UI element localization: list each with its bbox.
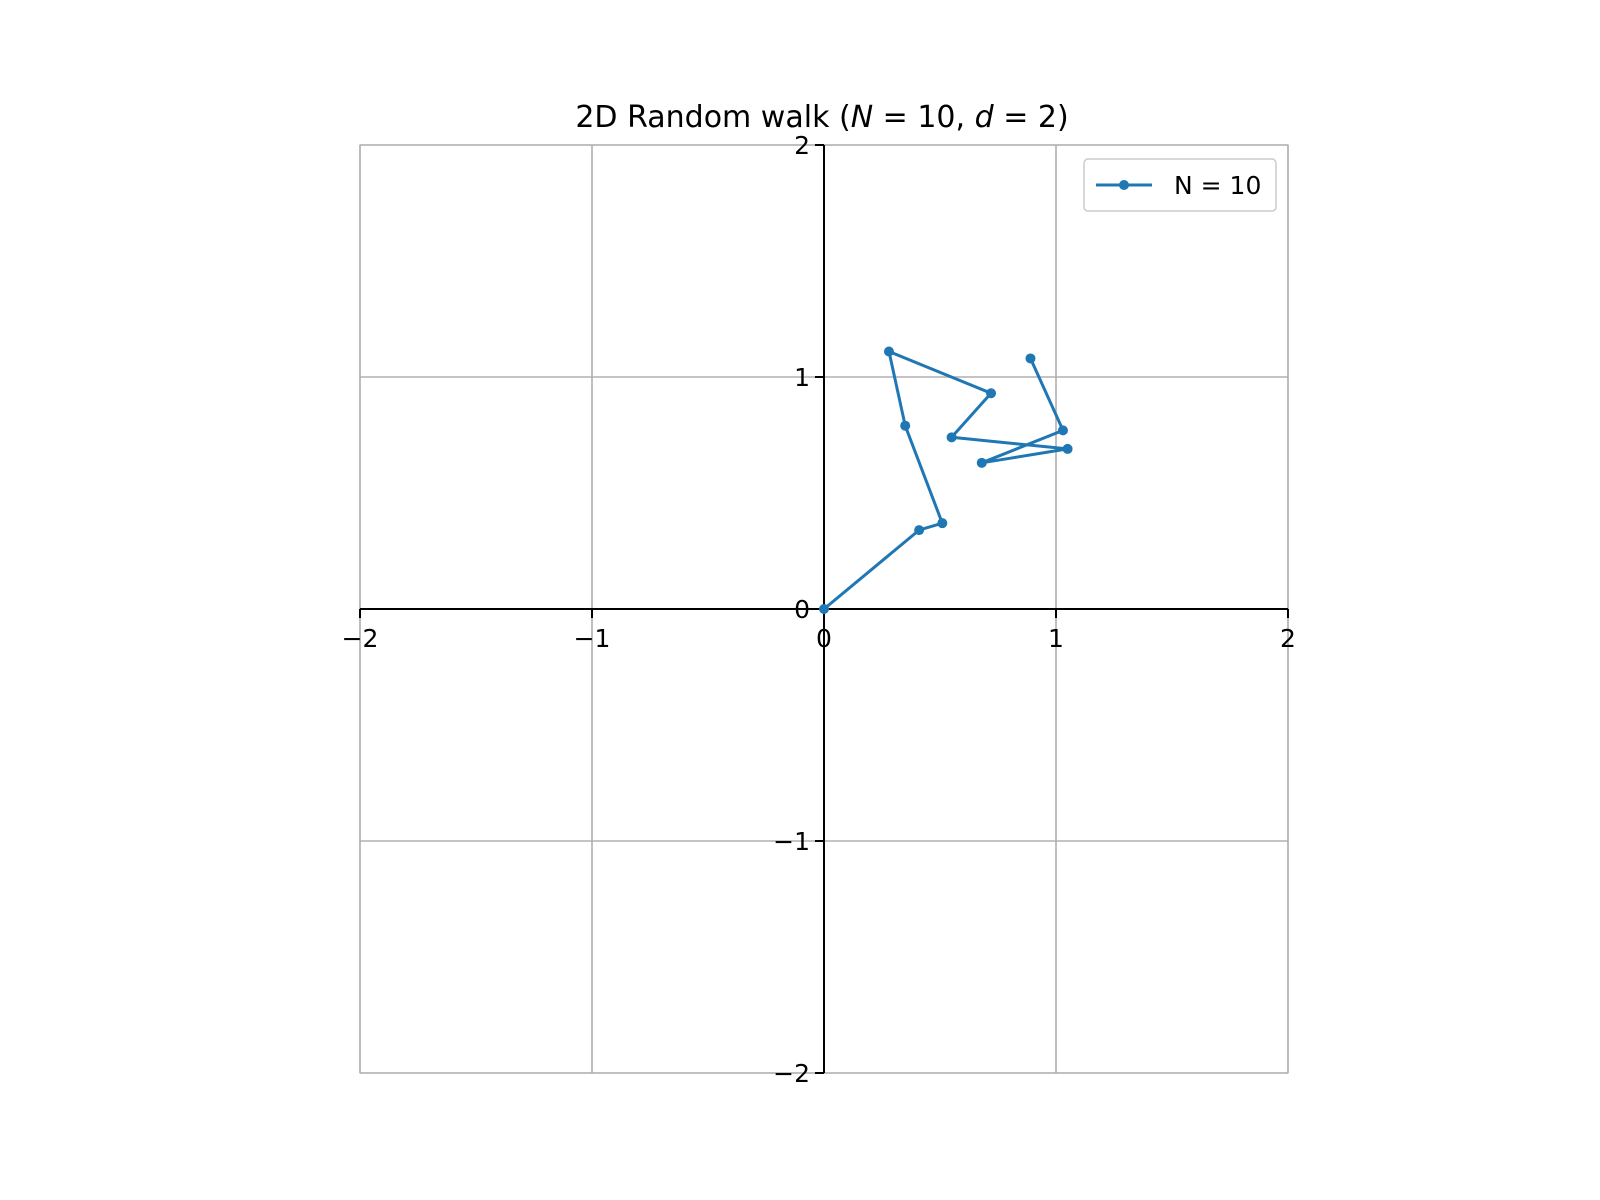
data-point [937, 518, 948, 529]
data-point [946, 432, 957, 443]
chart-title: 2D Random walk (N = 10, d = 2) [575, 100, 1068, 135]
data-series [819, 346, 1073, 614]
data-point [1057, 425, 1068, 436]
y-tick-label: 2 [794, 131, 810, 160]
legend-marker-swatch [1119, 180, 1129, 190]
legend-label: N = 10 [1174, 171, 1261, 200]
y-tick-label: 0 [794, 595, 810, 624]
y-tick-label: −2 [773, 1059, 810, 1088]
data-point [1025, 353, 1036, 364]
y-tick-label: 1 [794, 363, 810, 392]
data-point [819, 604, 829, 614]
x-tick-label: −1 [574, 624, 611, 653]
y-tick-label: −1 [773, 827, 810, 856]
x-tick-label: −2 [342, 624, 379, 653]
x-tick-label: 0 [816, 624, 832, 653]
data-point [883, 346, 894, 357]
data-point [900, 420, 911, 431]
legend: N = 10 [1083, 158, 1277, 212]
data-point [914, 525, 925, 536]
x-tick-label: 2 [1280, 624, 1296, 653]
data-point [1062, 443, 1073, 454]
legend-box [1083, 158, 1277, 212]
tick-marks: −2 −1 0 1 2 −2 −1 0 1 2 [342, 131, 1296, 1088]
data-point [986, 388, 997, 399]
x-tick-label: 1 [1048, 624, 1064, 653]
data-point [976, 457, 987, 468]
